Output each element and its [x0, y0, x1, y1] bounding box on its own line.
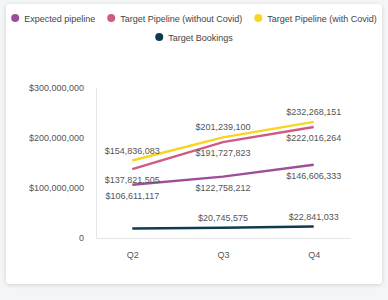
- y-tick-label: $100,000,000: [29, 183, 84, 193]
- x-tick-label: Q4: [308, 250, 320, 260]
- data-label: $201,239,100: [195, 122, 250, 132]
- x-axis-line: [97, 238, 351, 239]
- legend: Expected pipeline Target Pipeline (withou…: [11, 14, 377, 43]
- y-axis-line: [96, 89, 97, 239]
- legend-item: Target Pipeline (without Covid): [107, 14, 242, 24]
- legend-label: Target Pipeline (with Covid): [267, 14, 377, 24]
- data-label: $137,821,505: [105, 175, 160, 185]
- y-tick: 0: [79, 233, 96, 243]
- legend-swatch: [107, 14, 115, 22]
- y-tick-label: $200,000,000: [29, 133, 84, 143]
- y-tick-label: 0: [79, 233, 84, 243]
- data-label: $232,268,151: [286, 107, 341, 117]
- data-label: $106,611,117: [105, 191, 159, 201]
- y-tick-label: $300,000,000: [29, 83, 84, 93]
- legend-swatch: [155, 33, 163, 41]
- card: [6, 4, 382, 284]
- data-label: $146,606,333: [286, 171, 341, 181]
- legend-item: Target Bookings: [155, 33, 233, 43]
- series-line: [132, 227, 313, 229]
- x-tick-label: Q2: [127, 250, 139, 260]
- y-tick: $100,000,000: [29, 183, 96, 193]
- data-label: $22,841,033: [289, 212, 339, 222]
- x-tick: Q2: [127, 238, 139, 260]
- y-tick: $300,000,000: [29, 83, 96, 93]
- x-tick: Q3: [217, 238, 229, 260]
- legend-label: Expected pipeline: [24, 14, 95, 24]
- legend-item: Expected pipeline: [11, 14, 95, 24]
- data-label: $222,016,264: [286, 133, 341, 143]
- x-tick: Q4: [308, 238, 320, 260]
- x-tick-label: Q3: [217, 250, 229, 260]
- legend-label: Target Pipeline (without Covid): [120, 14, 242, 24]
- y-tick: $200,000,000: [29, 133, 96, 143]
- chart: 0$100,000,000$200,000,000$300,000,000Q2Q…: [0, 0, 388, 300]
- legend-item: Target Pipeline (with Covid): [254, 14, 377, 24]
- legend-label: Target Bookings: [168, 33, 233, 43]
- data-label: $122,758,212: [195, 183, 250, 193]
- data-label: $154,836,083: [105, 146, 160, 156]
- legend-swatch: [254, 14, 262, 22]
- y-axis: 0 $100,000,000 $200,000,000 $300,000,000: [29, 83, 97, 243]
- data-label: $191,727,823: [195, 148, 250, 158]
- data-labels: $106,611,117 $122,758,212 $146,606,333 $137…: [105, 107, 341, 223]
- data-label: $20,745,575: [198, 213, 248, 223]
- legend-swatch: [11, 14, 19, 22]
- x-axis: Q2 Q3 Q4: [97, 238, 351, 260]
